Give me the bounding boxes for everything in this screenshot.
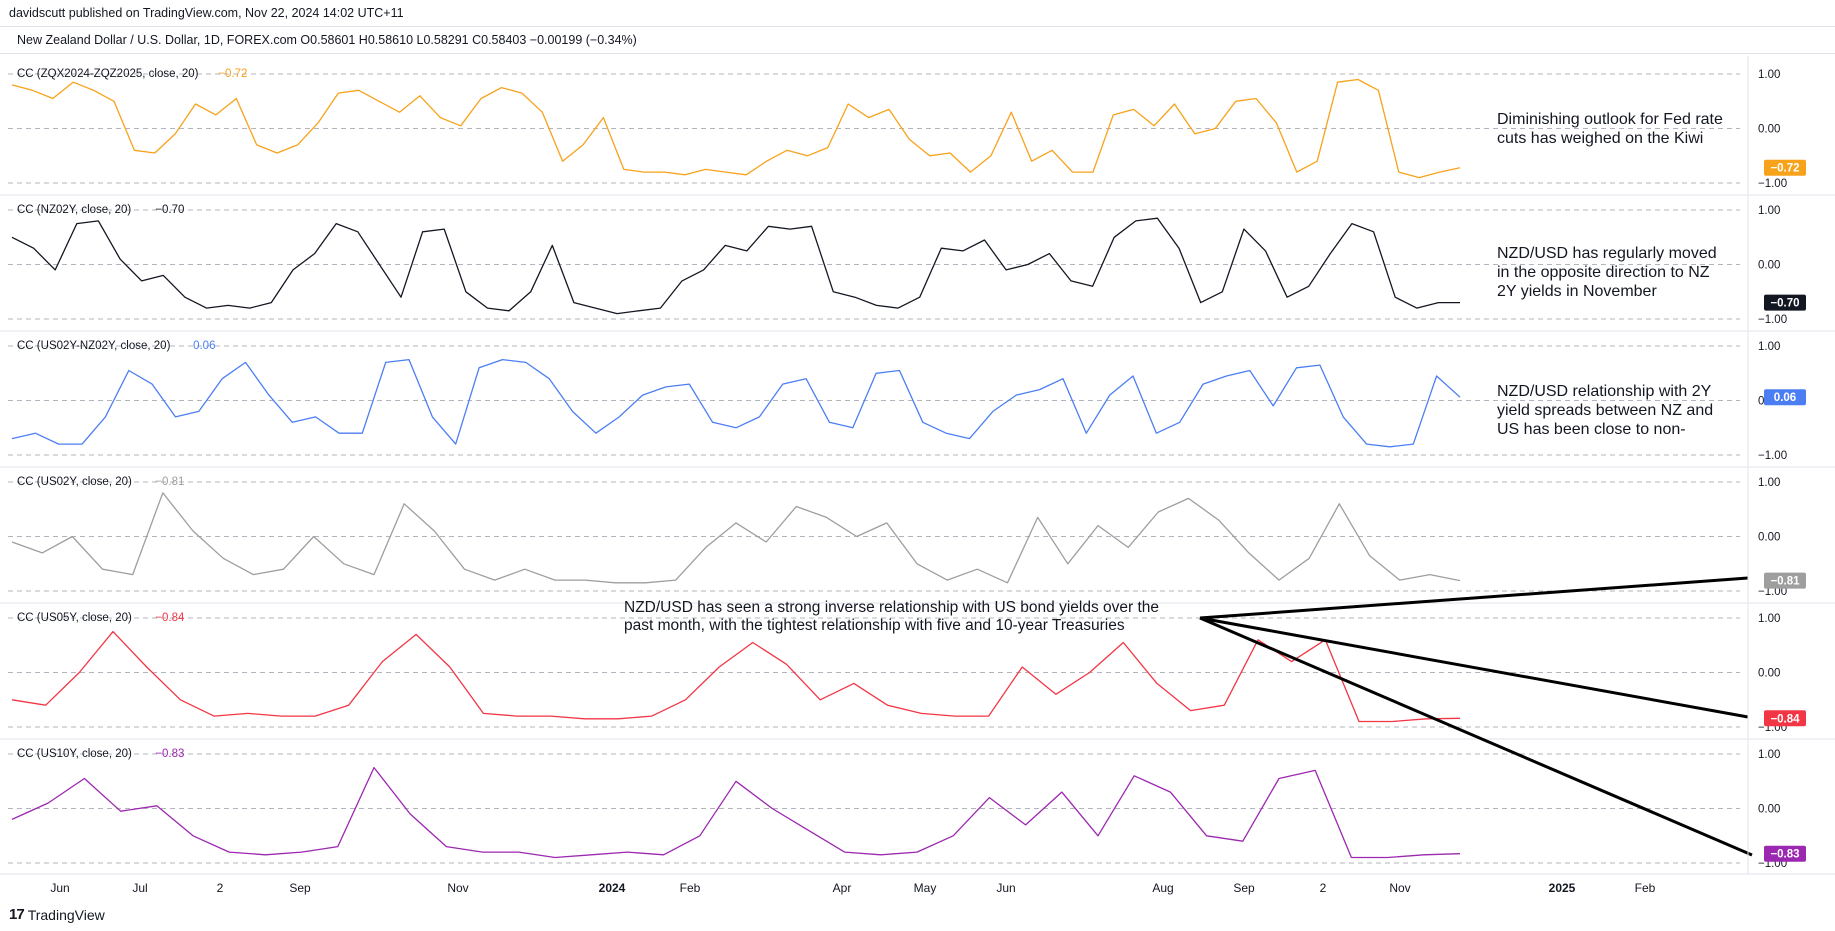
x-tick-label: Apr xyxy=(833,881,852,895)
pane-value-label: −0.70 xyxy=(155,204,184,216)
annotation-arrow xyxy=(1199,616,1753,857)
pane-label: CC (US10Y, close, 20) xyxy=(17,748,132,760)
symbol-info: New Zealand Dollar / U.S. Dollar, 1D, FO… xyxy=(17,33,637,47)
y-tick-label: 0.00 xyxy=(1758,804,1780,816)
series-line xyxy=(11,217,1460,315)
annotation-text: NZD/USD has regularly moved xyxy=(1497,245,1717,262)
tradingview-logo-icon: 17 xyxy=(9,906,25,923)
pane-label: CC (US02Y, close, 20) xyxy=(17,476,132,488)
series-line xyxy=(11,766,1461,859)
pane-value-label: −0.72 xyxy=(218,68,247,80)
pane-label: CC (US02Y-NZ02Y, close, 20) xyxy=(17,340,171,352)
x-tick-label: 2 xyxy=(217,881,224,895)
y-tick-label: 1.00 xyxy=(1758,613,1780,625)
y-tick-label: −1.00 xyxy=(1758,450,1787,462)
pane-value-label: −0.84 xyxy=(155,612,185,624)
value-badge xyxy=(1764,845,1806,862)
annotation-arrow xyxy=(1199,616,1749,719)
x-tick-label: Feb xyxy=(1635,881,1656,895)
y-tick-label: 0.00 xyxy=(1758,260,1780,272)
y-tick-label: 0.00 xyxy=(1758,124,1780,136)
x-tick-label: Jul xyxy=(132,881,147,895)
y-tick-label: 1.00 xyxy=(1758,69,1780,81)
tradingview-brand: TradingView xyxy=(27,906,105,923)
y-tick-label: 1.00 xyxy=(1758,205,1780,217)
annotation-text: US has been close to non- xyxy=(1497,421,1686,438)
value-badge xyxy=(1764,389,1806,406)
value-badge xyxy=(1764,572,1806,589)
x-tick-label: 2025 xyxy=(1549,881,1576,895)
y-tick-label: −1.00 xyxy=(1758,178,1787,190)
series-line xyxy=(11,492,1461,584)
y-tick-label: 1.00 xyxy=(1758,749,1780,761)
y-tick-label: 1.00 xyxy=(1758,477,1780,489)
annotation-arrow xyxy=(1199,576,1749,620)
pane-label: CC (NZ02Y, close, 20) xyxy=(17,204,131,216)
annotation-text: yield spreads between NZ and xyxy=(1497,402,1713,419)
symbol-bar: New Zealand Dollar / U.S. Dollar, 1D, FO… xyxy=(0,26,1835,54)
x-tick-label: Jun xyxy=(50,881,69,895)
value-badge xyxy=(1764,159,1806,176)
x-tick-label: Aug xyxy=(1152,881,1173,895)
publisher-line: davidscutt published on TradingView.com,… xyxy=(9,6,404,20)
y-tick-label: 1.00 xyxy=(1758,341,1780,353)
series-line xyxy=(11,78,1461,179)
tradingview-footer: 17 TradingView xyxy=(9,906,105,923)
value-badge xyxy=(1764,710,1806,727)
pane-value-label: −0.83 xyxy=(155,748,184,760)
annotation-text: cuts has weighed on the Kiwi xyxy=(1497,130,1703,147)
annotation-text: NZD/USD relationship with 2Y xyxy=(1497,383,1712,400)
annotation-text: past month, with the tightest relationsh… xyxy=(624,617,1125,634)
annotation-text: 2Y yields in November xyxy=(1497,283,1657,300)
value-badge-text: −0.84 xyxy=(1770,713,1800,725)
value-badge-text: 0.06 xyxy=(1774,392,1796,404)
pane-value-label: 0.06 xyxy=(193,340,215,352)
x-tick-label: 2024 xyxy=(599,881,626,895)
x-tick-label: May xyxy=(914,881,937,895)
y-tick-label: −1.00 xyxy=(1758,314,1787,326)
value-badge-text: −0.81 xyxy=(1770,576,1800,588)
value-badge-text: −0.83 xyxy=(1770,849,1799,861)
series-line xyxy=(11,630,1461,723)
annotation-text: in the opposite direction to NZ xyxy=(1497,264,1710,281)
series-line xyxy=(11,358,1461,448)
x-tick-label: Nov xyxy=(1389,881,1410,895)
y-tick-label: 0.00 xyxy=(1758,532,1780,544)
y-tick-label: 0.00 xyxy=(1758,668,1780,680)
x-tick-label: 2 xyxy=(1320,881,1327,895)
value-badge xyxy=(1764,294,1806,311)
annotation-text: Diminishing outlook for Fed rate xyxy=(1497,111,1723,128)
annotation-text: NZD/USD has seen a strong inverse relati… xyxy=(624,599,1159,616)
x-tick-label: Nov xyxy=(447,881,468,895)
value-badge-text: −0.72 xyxy=(1770,163,1799,175)
x-tick-label: Sep xyxy=(289,881,311,895)
pane-label: CC (ZQX2024-ZQZ2025, close, 20) xyxy=(17,68,199,80)
pane-label: CC (US05Y, close, 20) xyxy=(17,612,132,624)
pane-value-label: −0.81 xyxy=(155,476,184,488)
value-badge-text: −0.70 xyxy=(1770,298,1799,310)
x-tick-label: Jun xyxy=(996,881,1015,895)
x-tick-label: Feb xyxy=(680,881,701,895)
x-tick-label: Sep xyxy=(1233,881,1255,895)
y-tick-label: −1.00 xyxy=(1758,586,1787,598)
